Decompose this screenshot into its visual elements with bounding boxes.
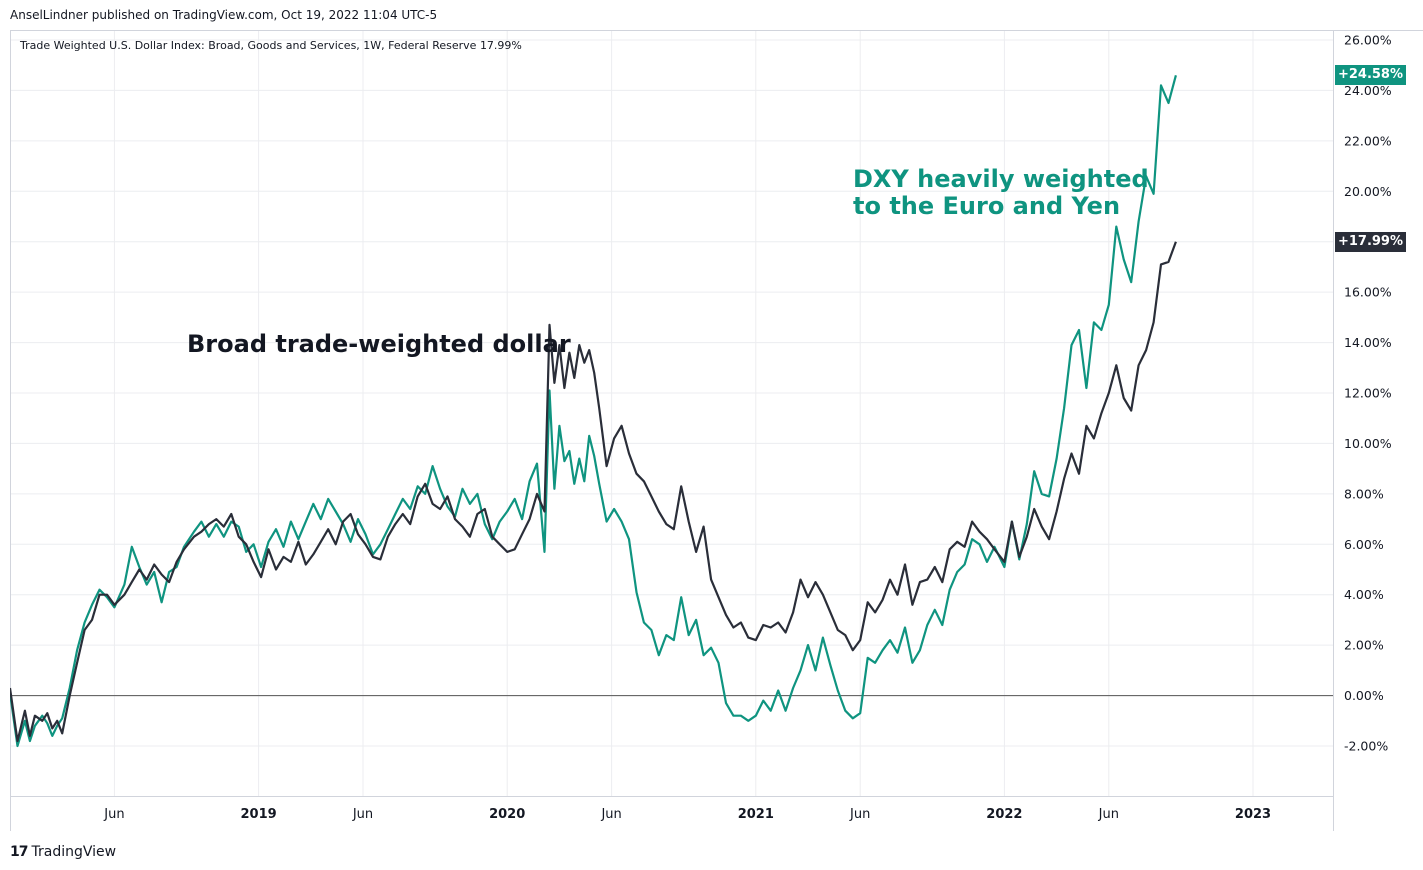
y-tick-label: 6.00%	[1344, 537, 1384, 552]
y-tick-label: 22.00%	[1344, 133, 1392, 148]
y-tick-label: 10.00%	[1344, 436, 1392, 451]
x-tick-label: Jun	[1098, 807, 1119, 822]
y-tick-label: 2.00%	[1344, 638, 1384, 653]
y-tick-label: 16.00%	[1344, 285, 1392, 300]
annotation-dxy-line1: DXY heavily weighted	[853, 165, 1149, 193]
dxy-last-value-badge: +24.58%	[1335, 65, 1406, 86]
x-tick-label: 2022	[986, 807, 1022, 822]
y-tick-label: 14.00%	[1344, 335, 1392, 350]
y-tick-label: 8.00%	[1344, 486, 1384, 501]
x-tick-label: Jun	[849, 807, 870, 822]
y-tick-label: -2.00%	[1344, 739, 1388, 754]
broad-series-line	[10, 241, 1177, 743]
x-tick-label: Jun	[352, 807, 373, 822]
annotation-broad: Broad trade-weighted dollar	[187, 330, 571, 358]
y-tick-label: 4.00%	[1344, 587, 1384, 602]
broad-last-value-badge: +17.99%	[1335, 231, 1406, 252]
x-tick-label: 2020	[489, 807, 525, 822]
annotation-dxy-line2: to the Euro and Yen	[853, 192, 1121, 220]
dxy-series-line	[10, 75, 1177, 748]
annotation-dxy: DXY heavily weighted to the Euro and Yen	[853, 166, 1149, 220]
tradingview-logo-icon: 17	[10, 844, 29, 860]
y-tick-label: 24.00%	[1344, 83, 1392, 98]
y-tick-label: 20.00%	[1344, 184, 1392, 199]
x-tick-label: 2021	[738, 807, 774, 822]
publisher-header: AnselLindner published on TradingView.co…	[10, 8, 438, 22]
y-tick-label: 26.00%	[1344, 33, 1392, 48]
footer-brand[interactable]: 17 TradingView	[10, 844, 116, 860]
series-legend[interactable]: Trade Weighted U.S. Dollar Index: Broad,…	[20, 39, 522, 52]
y-tick-label: 0.00%	[1344, 688, 1384, 703]
y-tick-label: 12.00%	[1344, 386, 1392, 401]
x-tick-label: Jun	[600, 807, 621, 822]
x-tick-label: 2019	[241, 807, 277, 822]
x-tick-label: 2023	[1235, 807, 1271, 822]
chart-svg: 26.00%24.00%22.00%20.00%18.00%16.00%14.0…	[10, 30, 1423, 831]
footer-brand-label: TradingView	[31, 844, 117, 860]
chart-area[interactable]: 26.00%24.00%22.00%20.00%18.00%16.00%14.0…	[10, 30, 1423, 831]
x-tick-label: Jun	[103, 807, 124, 822]
